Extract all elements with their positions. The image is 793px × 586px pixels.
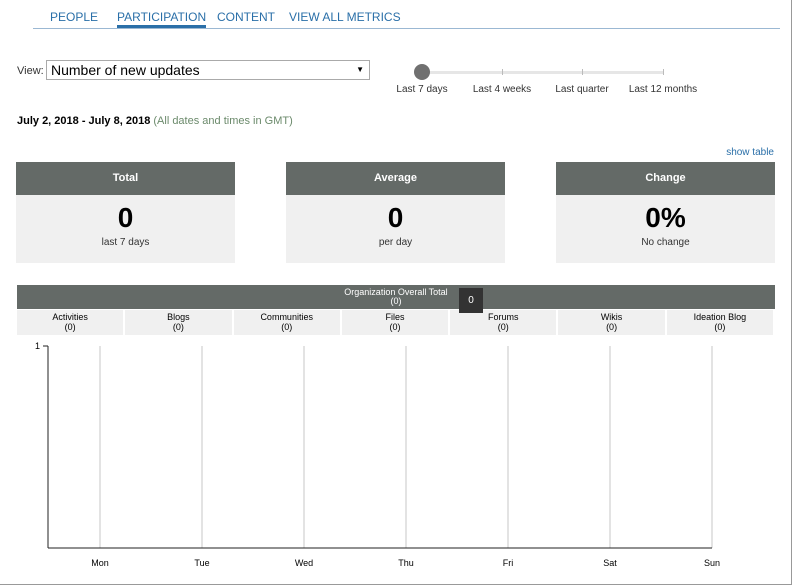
dates: July 2, 2018 - July 8, 2018 bbox=[17, 115, 151, 127]
date-note: (All dates and times in GMT) bbox=[153, 115, 293, 127]
slider-stop-label[interactable]: Last 12 months bbox=[628, 84, 698, 95]
legend-name: Wikis bbox=[600, 312, 623, 322]
x-tick-label: Fri bbox=[503, 558, 514, 568]
card-title: Total bbox=[16, 162, 235, 195]
show-table-link[interactable]: show table bbox=[726, 147, 774, 158]
card-value: 0 bbox=[117, 202, 134, 233]
legend-count: (0) bbox=[714, 322, 726, 332]
tab-rule bbox=[33, 28, 780, 29]
legend-count: (0) bbox=[389, 322, 401, 332]
nav-tab[interactable]: PARTICIPATION bbox=[117, 10, 207, 28]
slider-stop-label[interactable]: Last 4 weeks bbox=[472, 84, 532, 95]
nav-tab[interactable]: PEOPLE bbox=[50, 10, 99, 24]
legend-count: (0) bbox=[497, 322, 509, 332]
card-body bbox=[286, 195, 505, 263]
slider-knob[interactable] bbox=[414, 64, 430, 80]
view-select[interactable]: Number of new updates ▼ bbox=[46, 60, 370, 80]
x-tick-label: Mon bbox=[91, 558, 109, 568]
slider-tick bbox=[502, 69, 503, 75]
legend-item[interactable]: Activities (0) bbox=[17, 310, 124, 335]
legend-count: (0) bbox=[281, 322, 293, 332]
slider-tick bbox=[663, 69, 664, 75]
legend-item[interactable]: Blogs (0) bbox=[125, 310, 232, 335]
slider-stop-label[interactable]: Last 7 days bbox=[396, 84, 448, 95]
card-value: 0 bbox=[387, 202, 404, 233]
date-range: July 2, 2018 - July 8, 2018 (All dates a… bbox=[17, 115, 293, 127]
legend-name: Files bbox=[385, 312, 405, 322]
legend-item[interactable]: Forums (0) bbox=[450, 310, 557, 335]
legend-count: (0) bbox=[606, 322, 618, 332]
legend-count: (0) bbox=[64, 322, 76, 332]
legend-item[interactable]: Files (0) bbox=[341, 310, 449, 335]
dropdown-arrow: ▼ bbox=[356, 65, 364, 74]
chart-header: Organization Overall Total (0) bbox=[17, 285, 775, 309]
x-tick-label: Sat bbox=[603, 558, 617, 568]
legend-name: Blogs bbox=[167, 312, 190, 322]
legend-name: Forums bbox=[488, 312, 519, 322]
card-caption: last 7 days bbox=[101, 237, 150, 248]
tooltip: 0 bbox=[459, 288, 483, 313]
y-tick-label: 1 bbox=[35, 341, 40, 351]
chart-total: (0) bbox=[390, 296, 402, 306]
card-body bbox=[556, 195, 775, 263]
card-body bbox=[16, 195, 235, 263]
nav-tab[interactable]: VIEW ALL METRICS bbox=[289, 10, 401, 24]
legend-name: Ideation Blog bbox=[693, 312, 747, 322]
card-title: Average bbox=[286, 162, 505, 195]
slider-track bbox=[422, 71, 664, 74]
legend-count: (0) bbox=[172, 322, 184, 332]
x-tick-label: Wed bbox=[295, 558, 313, 568]
x-tick-label: Tue bbox=[194, 558, 209, 568]
legend-item[interactable]: Communities (0) bbox=[233, 310, 340, 335]
card-caption: per day bbox=[378, 237, 413, 248]
slider-stop-label[interactable]: Last quarter bbox=[555, 84, 609, 95]
legend-name: Communities bbox=[260, 312, 313, 322]
legend-name: Activities bbox=[52, 312, 88, 322]
card-value: 0% bbox=[645, 202, 686, 233]
view-label: View: bbox=[17, 65, 44, 77]
x-tick-label: Sun bbox=[704, 558, 720, 568]
card-title: Change bbox=[556, 162, 775, 195]
legend-item[interactable]: Wikis (0) bbox=[558, 310, 665, 335]
view-selected: Number of new updates bbox=[51, 62, 200, 78]
chart-title: Organization Overall Total bbox=[344, 287, 448, 297]
legend-item[interactable]: Ideation Blog (0) bbox=[666, 310, 773, 335]
card-caption: No change bbox=[641, 237, 690, 248]
x-tick-label: Thu bbox=[398, 558, 414, 568]
nav-tab[interactable]: CONTENT bbox=[217, 10, 275, 24]
slider-tick bbox=[582, 69, 583, 75]
